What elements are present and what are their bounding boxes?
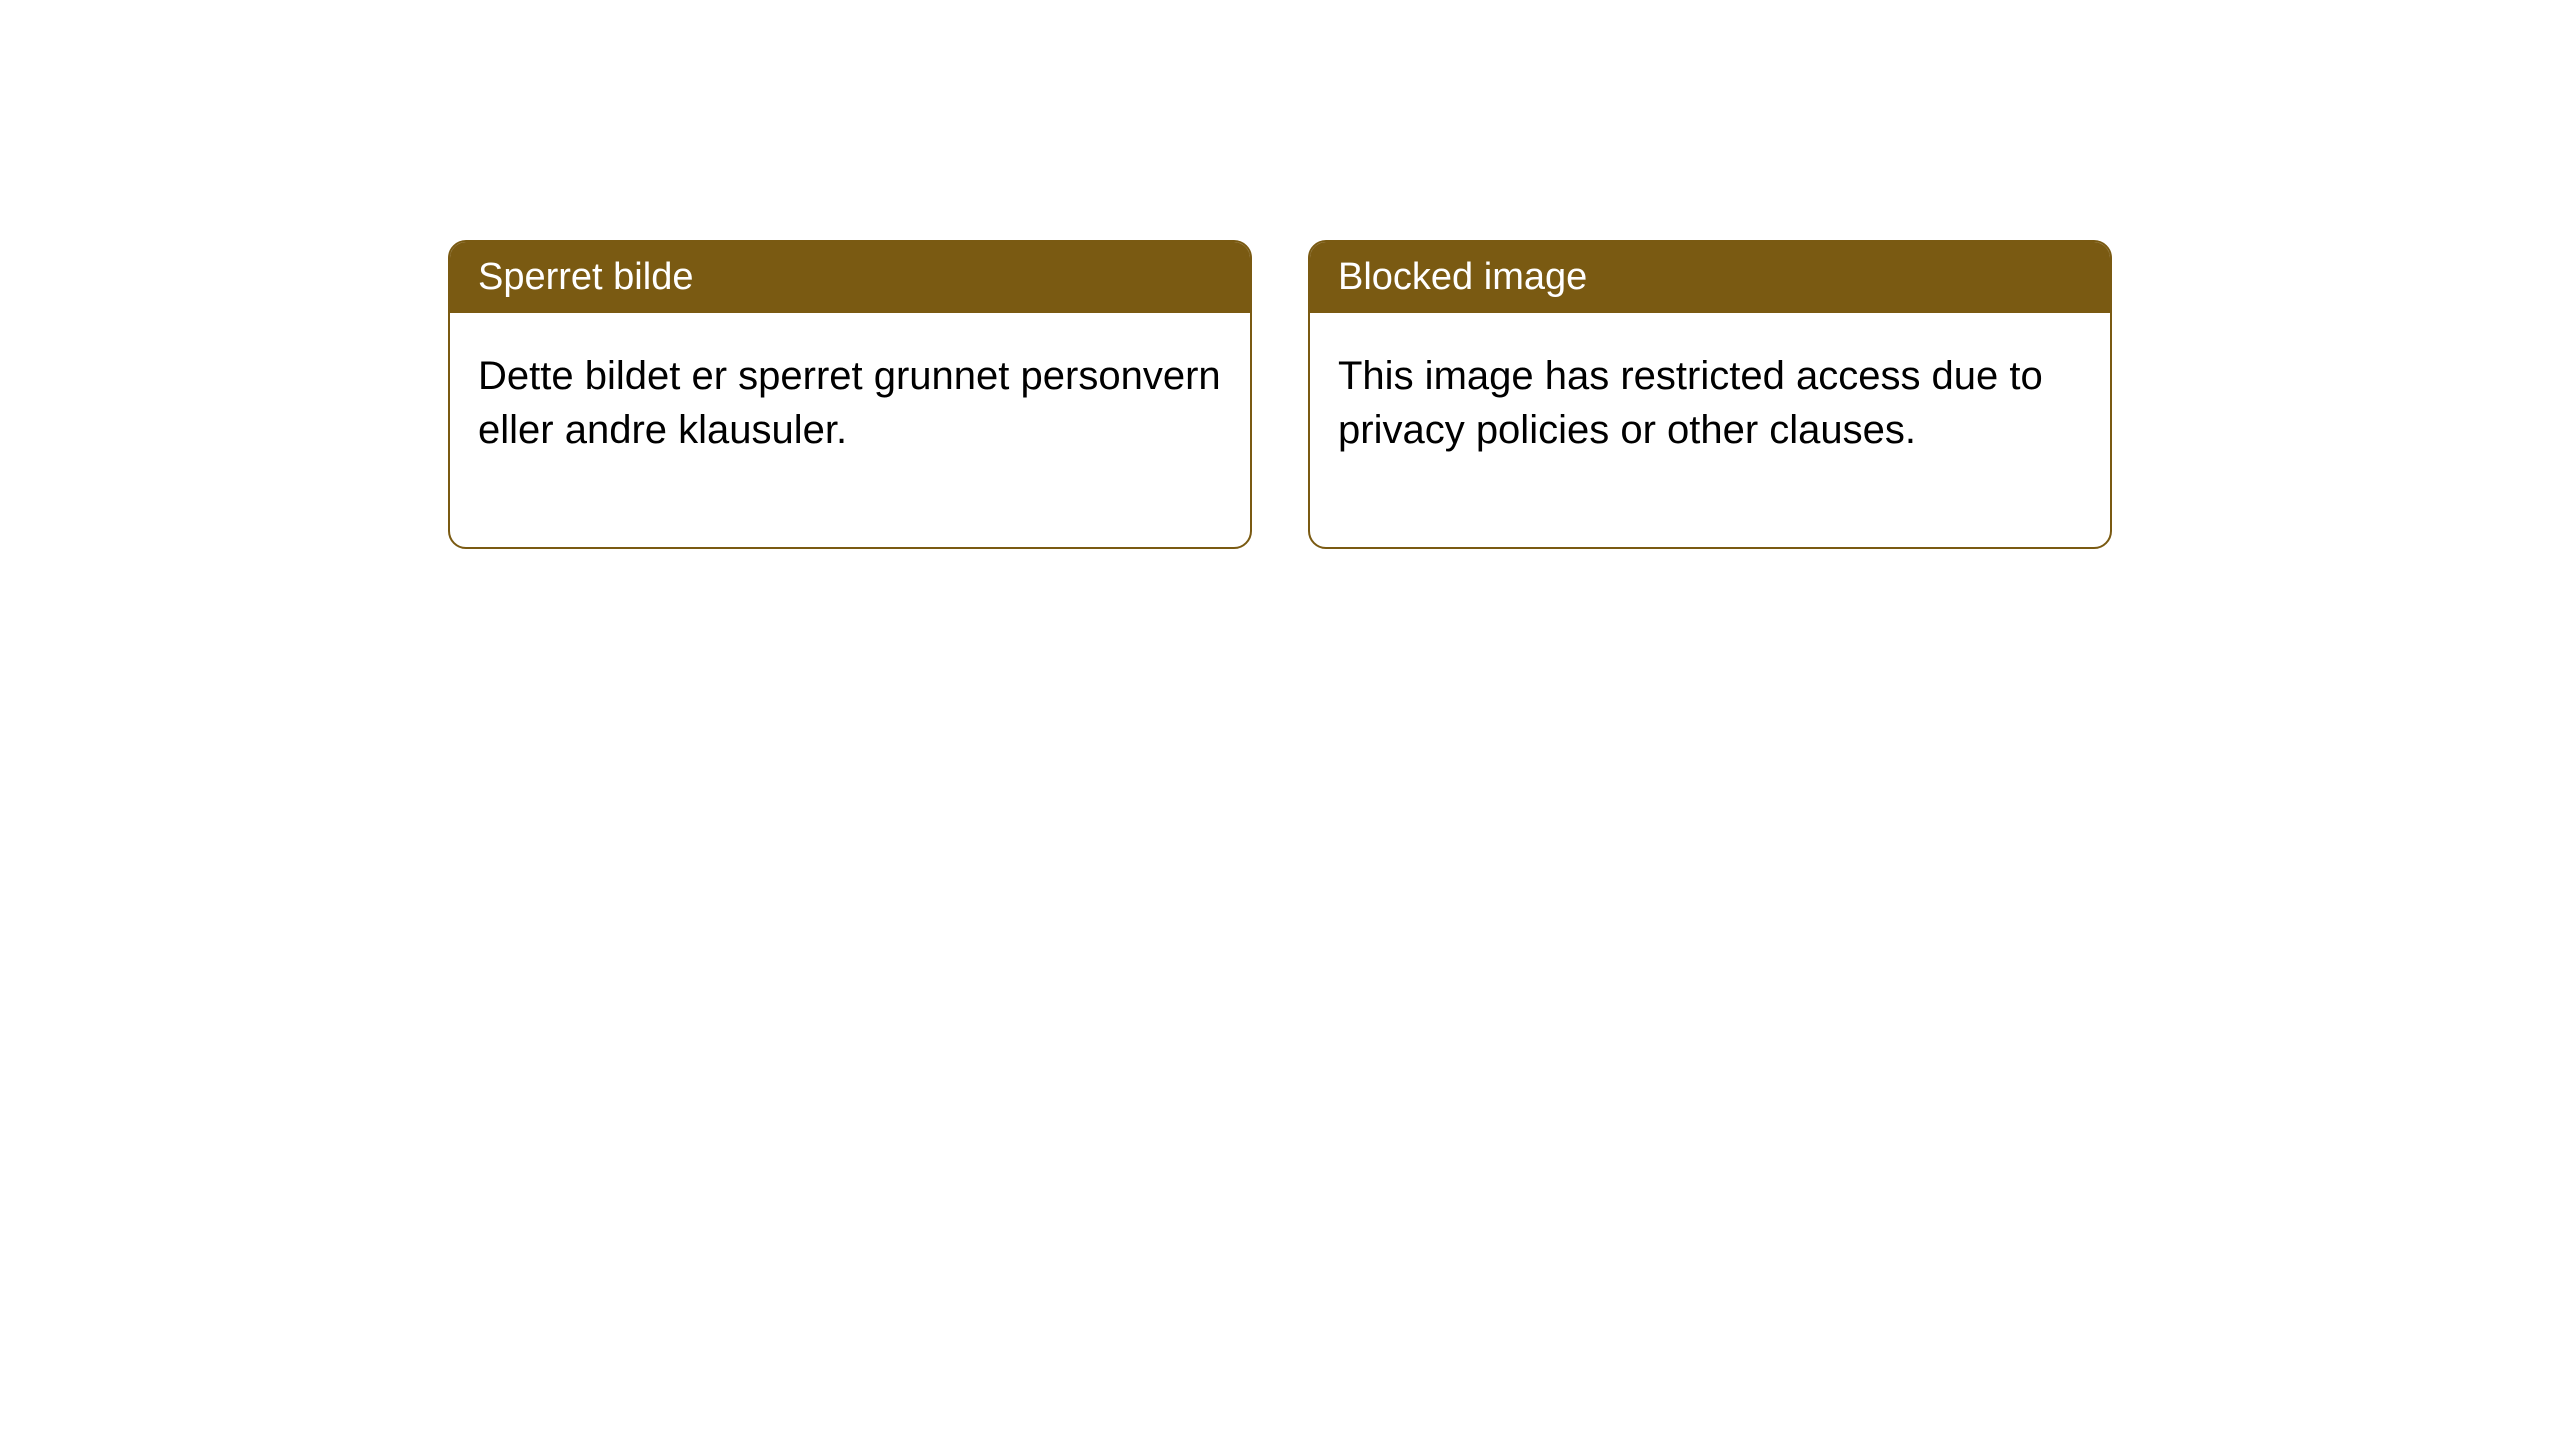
notice-card-body: Dette bildet er sperret grunnet personve…	[450, 313, 1250, 547]
notice-message: Dette bildet er sperret grunnet personve…	[478, 354, 1221, 452]
notice-cards-container: Sperret bilde Dette bildet er sperret gr…	[448, 240, 2112, 549]
notice-card-body: This image has restricted access due to …	[1310, 313, 2110, 547]
notice-card-header: Sperret bilde	[450, 242, 1250, 313]
notice-message: This image has restricted access due to …	[1338, 354, 2043, 452]
notice-card-header: Blocked image	[1310, 242, 2110, 313]
notice-title: Sperret bilde	[478, 256, 693, 298]
notice-card-english: Blocked image This image has restricted …	[1308, 240, 2112, 549]
notice-card-norwegian: Sperret bilde Dette bildet er sperret gr…	[448, 240, 1252, 549]
notice-title: Blocked image	[1338, 256, 1587, 298]
